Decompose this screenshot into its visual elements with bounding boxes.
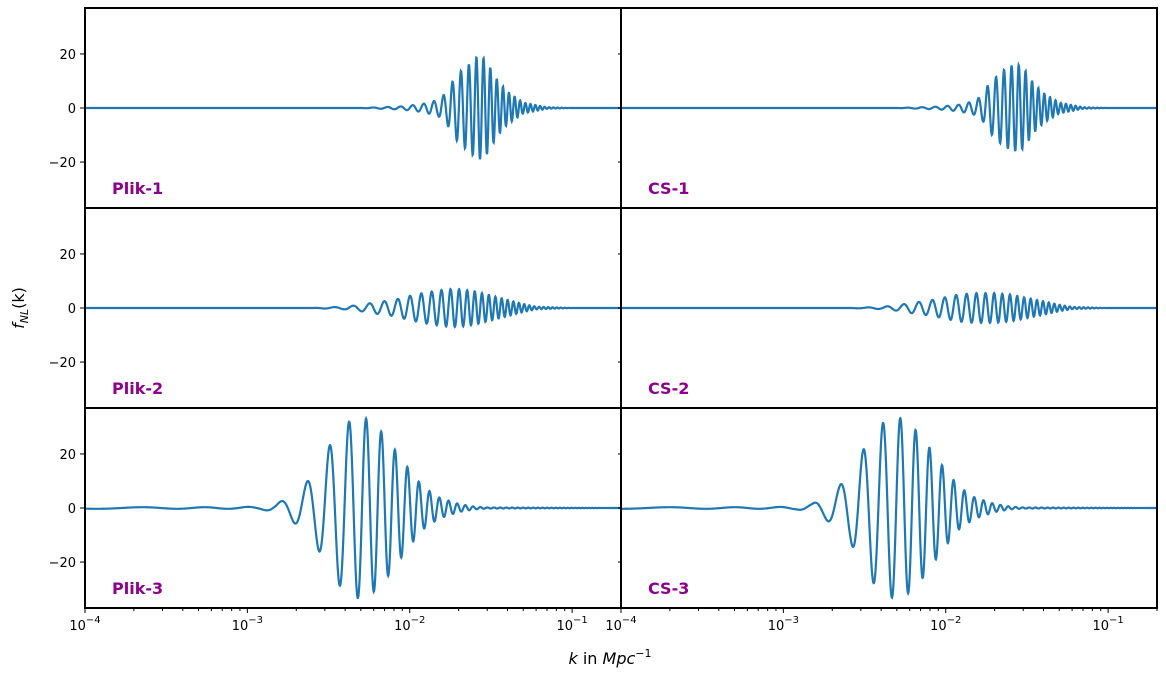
y-tick-label: 20: [59, 48, 76, 63]
series-line: [84, 415, 621, 600]
x-tick-label: 10−1: [1092, 615, 1123, 634]
panel-label: Plik-2: [112, 379, 163, 398]
y-tick-label: −20: [49, 156, 76, 171]
panel-plik-1: −20 0 20 Plik-1: [49, 7, 622, 209]
series-line: [85, 55, 621, 160]
x-tick-label: 10−1: [556, 615, 587, 634]
x-axis-title: k in Mpc−1: [568, 647, 651, 668]
y-tick-label: 20: [59, 248, 76, 263]
x-tick-label: 10−2: [394, 615, 425, 634]
panel-label: CS-3: [648, 579, 689, 598]
series-line: [621, 61, 1157, 153]
y-tick-label: −20: [49, 556, 76, 571]
x-tick-label: 10−4: [69, 615, 100, 634]
panel-cs-3: 10−4 10−3 10−2 10−1 CS-3: [605, 407, 1158, 634]
x-tick-label: 10−3: [232, 615, 263, 634]
x-tick-label: 10−4: [605, 615, 636, 634]
series-line: [621, 291, 1157, 325]
x-tick-label: 10−2: [930, 615, 961, 634]
panel-plik-2: −20 0 20 Plik-2: [49, 207, 622, 409]
y-tick-label: 0: [68, 302, 76, 317]
y-tick-label: 0: [68, 502, 76, 517]
y-tick-label: 0: [68, 102, 76, 117]
panel-label: Plik-3: [112, 579, 163, 598]
panel-plik-3: −20 0 20 10−4 10−3 10−2 10−1 Plik-3: [49, 407, 622, 634]
panel-label: CS-1: [648, 179, 689, 198]
panel-frame: [620, 407, 1158, 609]
panel-cs-2: CS-2: [618, 207, 1158, 409]
series-line: [621, 416, 1157, 600]
panel-label: CS-2: [648, 379, 689, 398]
series-line: [85, 287, 621, 329]
y-tick-label: −20: [49, 356, 76, 371]
x-tick-label: 10−3: [768, 615, 799, 634]
panels-layer: −20 0 20 Plik-1 CS-1 −20 0 20 Plik-2 CS-2 −20 0 20 10…: [49, 7, 1158, 634]
panel-label: Plik-1: [112, 179, 163, 198]
panel-cs-1: CS-1: [618, 7, 1158, 209]
y-tick-label: 20: [59, 448, 76, 463]
y-axis-title: fNL(k): [9, 287, 31, 329]
